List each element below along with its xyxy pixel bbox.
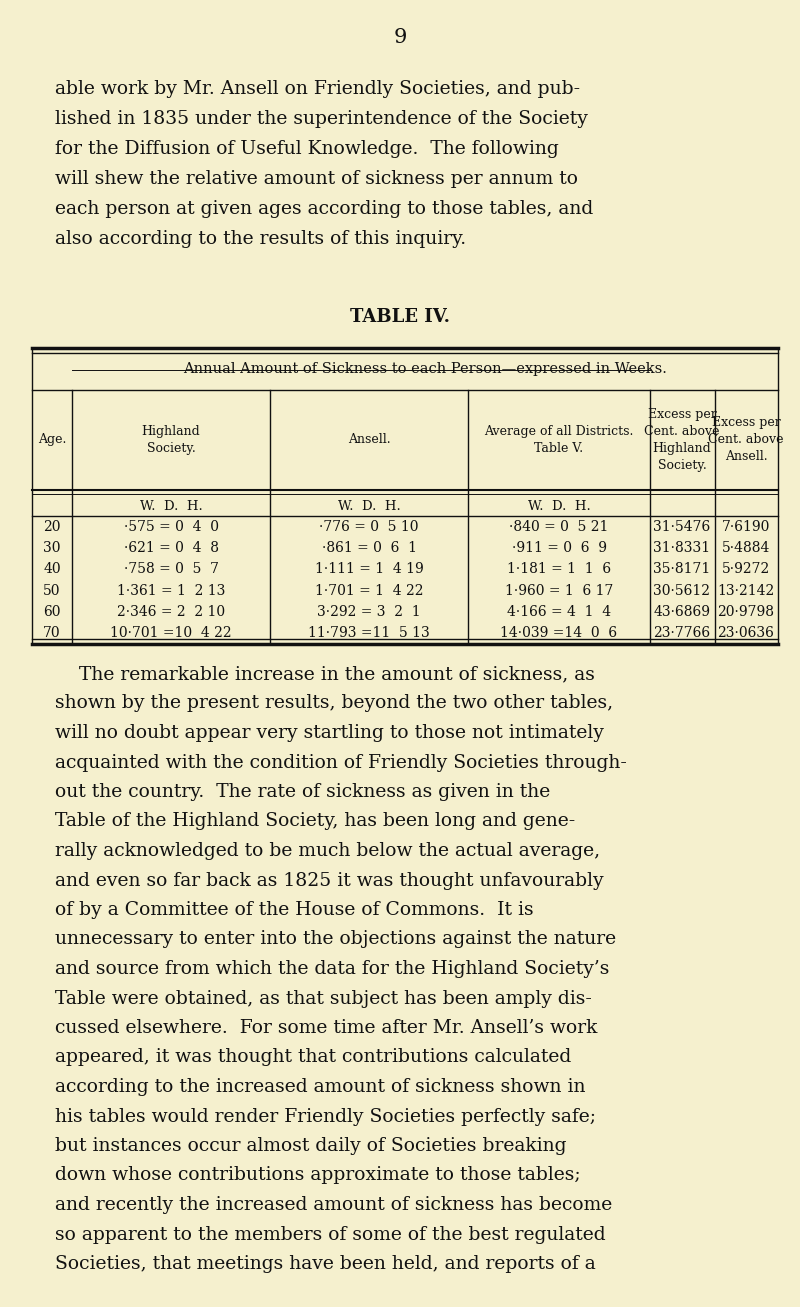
Text: Excess per
Cent. above
Ansell.: Excess per Cent. above Ansell. <box>708 417 784 464</box>
Text: 20·9798: 20·9798 <box>718 605 774 620</box>
Text: Annual Amount of Sickness to each Person—expressed in Weeks.: Annual Amount of Sickness to each Person… <box>183 362 667 376</box>
Text: and source from which the data for the Highland Society’s: and source from which the data for the H… <box>55 961 610 978</box>
Text: 9: 9 <box>394 27 406 47</box>
Text: ·911 = 0  6  9: ·911 = 0 6 9 <box>511 541 606 555</box>
Text: W.  D.  H.: W. D. H. <box>140 501 202 514</box>
Text: and recently the increased amount of sickness has become: and recently the increased amount of sic… <box>55 1196 612 1214</box>
Text: The remarkable increase in the amount of sickness, as: The remarkable increase in the amount of… <box>55 665 595 684</box>
Text: according to the increased amount of sickness shown in: according to the increased amount of sic… <box>55 1078 586 1097</box>
Text: 30: 30 <box>43 541 61 555</box>
Text: Table were obtained, as that subject has been amply dis-: Table were obtained, as that subject has… <box>55 989 592 1008</box>
Text: Table of the Highland Society, has been long and gene-: Table of the Highland Society, has been … <box>55 813 575 830</box>
Text: also according to the results of this inquiry.: also according to the results of this in… <box>55 230 466 248</box>
Text: unnecessary to enter into the objections against the nature: unnecessary to enter into the objections… <box>55 931 616 949</box>
Text: 1·181 = 1  1  6: 1·181 = 1 1 6 <box>507 562 611 576</box>
Text: ·575 = 0  4  0: ·575 = 0 4 0 <box>123 520 218 533</box>
Text: W.  D.  H.: W. D. H. <box>528 501 590 514</box>
Text: 14·039 =14  0  6: 14·039 =14 0 6 <box>501 626 618 640</box>
Text: 1·701 = 1  4 22: 1·701 = 1 4 22 <box>314 584 423 597</box>
Text: for the Diffusion of Useful Knowledge.  The following: for the Diffusion of Useful Knowledge. T… <box>55 140 558 158</box>
Text: 5·4884: 5·4884 <box>722 541 770 555</box>
Text: 50: 50 <box>43 584 61 597</box>
Text: 4·166 = 4  1  4: 4·166 = 4 1 4 <box>507 605 611 620</box>
Text: Average of all Districts.
Table V.: Average of all Districts. Table V. <box>484 425 634 455</box>
Text: ·840 = 0  5 21: ·840 = 0 5 21 <box>510 520 609 533</box>
Text: Societies, that meetings have been held, and reports of a: Societies, that meetings have been held,… <box>55 1255 596 1273</box>
Text: cussed elsewhere.  For some time after Mr. Ansell’s work: cussed elsewhere. For some time after Mr… <box>55 1019 598 1036</box>
Text: 5·9272: 5·9272 <box>722 562 770 576</box>
Text: 31·5476: 31·5476 <box>654 520 710 533</box>
Text: able work by Mr. Ansell on Friendly Societies, and pub-: able work by Mr. Ansell on Friendly Soci… <box>55 80 580 98</box>
Text: down whose contributions approximate to those tables;: down whose contributions approximate to … <box>55 1167 581 1184</box>
Text: 2·346 = 2  2 10: 2·346 = 2 2 10 <box>117 605 225 620</box>
Text: Age.: Age. <box>38 434 66 447</box>
Text: of by a Committee of the House of Commons.  It is: of by a Committee of the House of Common… <box>55 901 534 919</box>
Text: 1·111 = 1  4 19: 1·111 = 1 4 19 <box>314 562 423 576</box>
Text: 43·6869: 43·6869 <box>654 605 710 620</box>
Text: W.  D.  H.: W. D. H. <box>338 501 400 514</box>
Text: lished in 1835 under the superintendence of the Society: lished in 1835 under the superintendence… <box>55 110 588 128</box>
Text: 10·701 =10  4 22: 10·701 =10 4 22 <box>110 626 232 640</box>
Text: rally acknowledged to be much below the actual average,: rally acknowledged to be much below the … <box>55 842 600 860</box>
Text: 35·8171: 35·8171 <box>654 562 710 576</box>
Text: will no doubt appear very startling to those not intimately: will no doubt appear very startling to t… <box>55 724 604 742</box>
Text: Excess per
Cent. above
Highland
Society.: Excess per Cent. above Highland Society. <box>644 408 720 472</box>
Text: 7·6190: 7·6190 <box>722 520 770 533</box>
Text: Ansell.: Ansell. <box>348 434 390 447</box>
Text: out the country.  The rate of sickness as given in the: out the country. The rate of sickness as… <box>55 783 550 801</box>
Text: ·621 = 0  4  8: ·621 = 0 4 8 <box>123 541 218 555</box>
Text: 11·793 =11  5 13: 11·793 =11 5 13 <box>308 626 430 640</box>
Text: TABLE IV.: TABLE IV. <box>350 308 450 325</box>
Text: appeared, it was thought that contributions calculated: appeared, it was thought that contributi… <box>55 1048 571 1067</box>
Text: each person at given ages according to those tables, and: each person at given ages according to t… <box>55 200 594 218</box>
Text: acquainted with the condition of Friendly Societies through-: acquainted with the condition of Friendl… <box>55 754 627 771</box>
Text: but instances occur almost daily of Societies breaking: but instances occur almost daily of Soci… <box>55 1137 566 1155</box>
Text: 23·7766: 23·7766 <box>654 626 710 640</box>
Text: Highland
Society.: Highland Society. <box>142 425 200 455</box>
Text: 20: 20 <box>43 520 61 533</box>
Text: 70: 70 <box>43 626 61 640</box>
Text: 30·5612: 30·5612 <box>654 584 710 597</box>
Text: 31·8331: 31·8331 <box>654 541 710 555</box>
Text: 13·2142: 13·2142 <box>718 584 774 597</box>
Text: 1·361 = 1  2 13: 1·361 = 1 2 13 <box>117 584 225 597</box>
Text: ·776 = 0  5 10: ·776 = 0 5 10 <box>319 520 418 533</box>
Text: and even so far back as 1825 it was thought unfavourably: and even so far back as 1825 it was thou… <box>55 872 604 890</box>
Text: will shew the relative amount of sickness per annum to: will shew the relative amount of sicknes… <box>55 170 578 188</box>
Text: 1·960 = 1  6 17: 1·960 = 1 6 17 <box>505 584 613 597</box>
Text: ·861 = 0  6  1: ·861 = 0 6 1 <box>322 541 417 555</box>
Text: so apparent to the members of some of the best regulated: so apparent to the members of some of th… <box>55 1226 606 1243</box>
Text: 40: 40 <box>43 562 61 576</box>
Text: 3·292 = 3  2  1: 3·292 = 3 2 1 <box>317 605 421 620</box>
Text: his tables would render Friendly Societies perfectly safe;: his tables would render Friendly Societi… <box>55 1107 596 1125</box>
Text: shown by the present results, beyond the two other tables,: shown by the present results, beyond the… <box>55 694 613 712</box>
Text: 60: 60 <box>43 605 61 620</box>
Text: ·758 = 0  5  7: ·758 = 0 5 7 <box>123 562 218 576</box>
Text: 23·0636: 23·0636 <box>718 626 774 640</box>
